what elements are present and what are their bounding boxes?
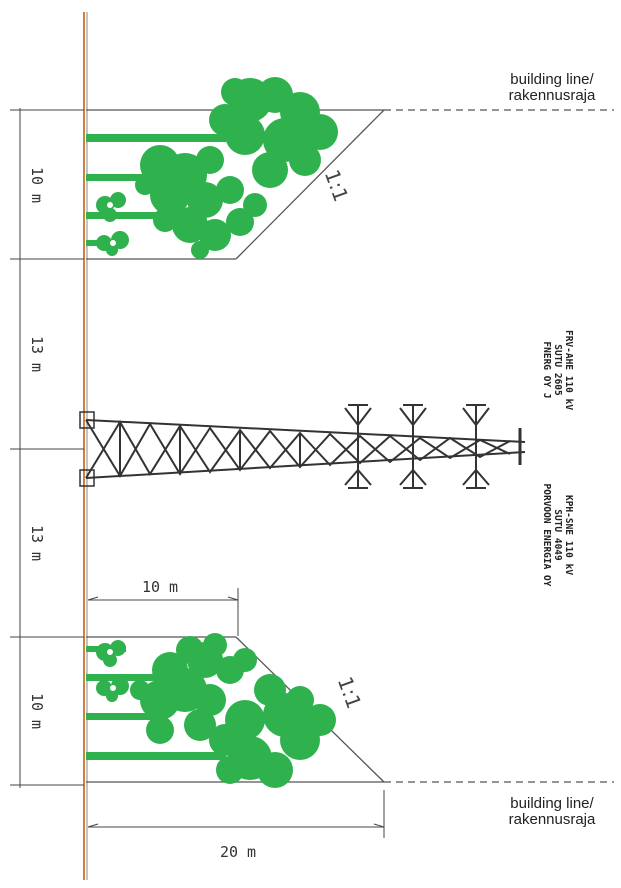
slope-label-bottom: 1:1 [333,673,367,711]
building-line-top-fi: rakennusraja [509,87,596,104]
dim-seg2: 13 m [28,336,46,372]
building-line-top-en: building line/ [510,71,594,88]
line2-code: SUTU 4049 [552,509,563,561]
width-dimension-zone [87,588,239,636]
line2-owner: PORVOON ENERGIA OY [541,484,552,587]
line2-name: KPH-SNE 110 kV [563,495,574,575]
dim-seg1: 10 m [28,167,46,203]
dim-seg3: 13 m [28,525,46,561]
dimension-chain [10,108,84,788]
building-line-bottom-fi: rakennusraja [509,811,596,828]
power-line-1-label: FRV-AHE 110 kV SUTU 2605 FNERG OY J [541,330,574,410]
slope-label-top: 1:1 [320,166,354,204]
line1-owner: FNERG OY J [541,341,552,398]
width-dimension-total [87,790,385,838]
power-line-2-label: KPH-SNE 110 kV SUTU 4049 PORVOON ENERGIA… [541,484,574,587]
vegetation-zone-top: 1:1 [86,77,614,260]
building-line-bottom-en: building line/ [510,795,594,812]
line1-code: SUTU 2605 [552,344,563,396]
dim-width-total: 20 m [220,843,256,861]
dim-seg4: 10 m [28,693,46,729]
vegetation-zone-bottom: 1:1 [86,633,614,788]
transmission-tower [79,404,526,489]
line1-name: FRV-AHE 110 kV [563,330,574,410]
dim-width-zone: 10 m [142,578,178,596]
